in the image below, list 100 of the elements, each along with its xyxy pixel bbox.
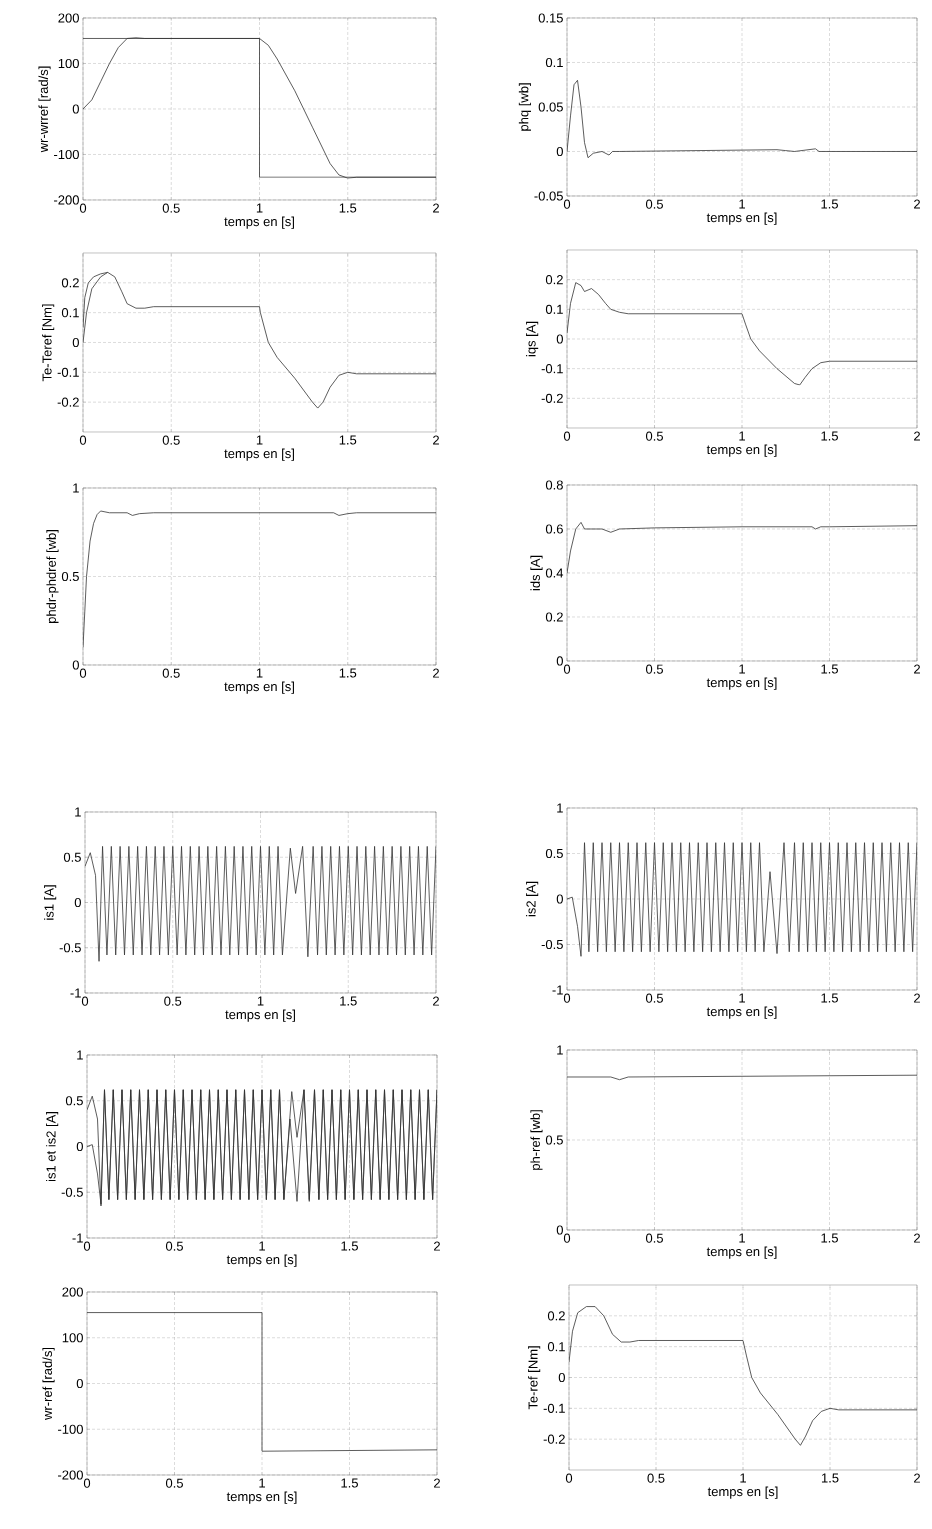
x-tick-label: 2 xyxy=(433,668,439,678)
y-axis-title: wr-wrref [rad/s] xyxy=(38,66,51,153)
y-tick-label: 0 xyxy=(556,894,563,904)
y-tick-label: 0.15 xyxy=(538,13,563,23)
y-tick-label: 0.2 xyxy=(545,275,563,285)
y-tick-label: -1 xyxy=(70,988,81,998)
x-tick-label: 1 xyxy=(739,431,745,441)
y-tick-label: 0 xyxy=(72,104,79,114)
x-tick-label: 1 xyxy=(739,664,745,674)
y-tick-label: 0.6 xyxy=(545,524,563,534)
x-axis-title: temps en [s] xyxy=(224,216,294,229)
x-tick-label: 0.5 xyxy=(162,435,180,445)
x-tick-label: 2 xyxy=(914,431,920,441)
x-tick-label: 2 xyxy=(914,1233,920,1243)
x-tick-label: 1 xyxy=(256,668,263,678)
y-tick-label: 0 xyxy=(74,897,81,908)
x-tick-label: 1 xyxy=(739,993,745,1003)
x-tick-label: 0.5 xyxy=(165,1478,183,1488)
y-tick-label: 1 xyxy=(557,1045,563,1055)
y-tick-label: 100 xyxy=(62,1333,83,1343)
x-tick-label: 2 xyxy=(914,199,920,209)
y-tick-label: 0.1 xyxy=(61,308,79,318)
x-tick-label: 1.5 xyxy=(821,993,838,1003)
x-tick-label: 1.5 xyxy=(821,1473,839,1483)
y-tick-label: -1 xyxy=(552,985,563,995)
y-tick-label: 0.1 xyxy=(547,1342,565,1352)
y-tick-label: 0 xyxy=(556,1225,563,1235)
x-tick-label: 1 xyxy=(740,1473,746,1483)
x-tick-label: 0.5 xyxy=(645,431,663,441)
x-tick-label: 1.5 xyxy=(341,1478,358,1488)
x-tick-label: 1 xyxy=(259,1478,265,1488)
x-tick-label: 1 xyxy=(739,1233,745,1243)
y-tick-label: 0 xyxy=(558,1372,565,1383)
y-tick-label: 1 xyxy=(75,807,81,817)
y-axis-title: Te-Teref [Nm] xyxy=(42,304,55,382)
y-tick-label: 1 xyxy=(73,483,79,493)
y-axis-title: ids [A] xyxy=(530,555,543,591)
x-tick-label: 2 xyxy=(433,203,439,213)
y-tick-label: 1 xyxy=(77,1050,83,1060)
x-tick-label: 0.5 xyxy=(162,668,180,678)
y-tick-label: 0.5 xyxy=(65,1096,83,1106)
x-tick-label: 2 xyxy=(914,664,920,674)
x-tick-label: 2 xyxy=(914,993,920,1003)
x-axis-title: temps en [s] xyxy=(706,444,777,457)
y-tick-label: -0.5 xyxy=(61,1187,83,1197)
y-tick-label: 0 xyxy=(76,1141,83,1152)
x-tick-label: 1.5 xyxy=(339,203,357,213)
y-axis-title: is1 [A] xyxy=(44,885,57,920)
x-tick-label: 0 xyxy=(565,1473,573,1483)
x-axis-title: temps en [s] xyxy=(706,1006,777,1019)
y-tick-label: 200 xyxy=(58,13,79,23)
x-tick-label: 1.5 xyxy=(821,199,838,209)
x-tick-label: 1.5 xyxy=(341,1241,358,1251)
x-tick-label: 0.5 xyxy=(645,664,663,674)
y-axis-title: phq [wb] xyxy=(518,83,531,131)
y-tick-label: 0 xyxy=(556,656,563,666)
x-tick-label: 0.5 xyxy=(165,1241,183,1251)
x-axis-title: temps en [s] xyxy=(226,1491,297,1504)
x-tick-label: 0 xyxy=(83,1241,91,1251)
x-tick-label: 1.5 xyxy=(339,435,357,445)
x-tick-label: 2 xyxy=(433,996,439,1006)
x-tick-label: 2 xyxy=(434,1241,440,1251)
y-tick-label: -0.5 xyxy=(541,939,563,950)
x-axis-title: temps en [s] xyxy=(706,212,777,225)
y-axis-title: iqs [A] xyxy=(526,321,539,357)
y-tick-label: -100 xyxy=(54,149,79,160)
y-tick-label: -0.2 xyxy=(541,393,563,403)
y-tick-label: 0.8 xyxy=(545,480,563,490)
y-tick-label: -200 xyxy=(54,195,79,205)
x-axis-title: temps en [s] xyxy=(224,448,294,461)
y-tick-label: -0.1 xyxy=(57,367,79,377)
x-tick-label: 1.5 xyxy=(339,668,357,678)
y-tick-label: 0.05 xyxy=(538,102,563,112)
x-tick-label: 1 xyxy=(256,203,263,213)
y-tick-label: -0.2 xyxy=(57,397,79,407)
x-tick-label: 0.5 xyxy=(164,996,182,1006)
y-axis-title: Te-ref [Nm] xyxy=(528,1346,541,1410)
x-axis-title: temps en [s] xyxy=(225,1009,295,1022)
y-axis-title: is2 [A] xyxy=(526,881,539,917)
y-tick-label: 0.5 xyxy=(63,852,81,862)
y-axis-title: wr-ref [rad/s] xyxy=(42,1347,55,1420)
y-tick-label: -200 xyxy=(58,1470,83,1480)
x-tick-label: 0.5 xyxy=(645,1233,663,1243)
x-axis-title: temps en [s] xyxy=(224,681,294,694)
y-tick-label: 0 xyxy=(72,337,79,348)
y-tick-label: 100 xyxy=(58,58,79,69)
y-tick-label: 1 xyxy=(557,803,563,813)
x-axis-title: temps en [s] xyxy=(706,677,777,690)
y-tick-label: 0.5 xyxy=(61,571,79,582)
x-tick-label: 0.5 xyxy=(162,203,180,213)
x-tick-label: 1 xyxy=(257,996,264,1006)
y-tick-label: 0.4 xyxy=(545,568,564,578)
y-tick-label: 0.2 xyxy=(61,278,79,288)
y-tick-label: 0.1 xyxy=(545,57,563,68)
y-axis-title: phdr-phdref [wb] xyxy=(46,530,59,623)
y-axis-title: is1 et is2 [A] xyxy=(46,1112,59,1182)
x-tick-label: 2 xyxy=(434,1478,440,1488)
y-tick-label: 0.5 xyxy=(545,848,563,859)
x-tick-label: 2 xyxy=(433,435,439,445)
y-tick-label: 0 xyxy=(76,1378,83,1389)
